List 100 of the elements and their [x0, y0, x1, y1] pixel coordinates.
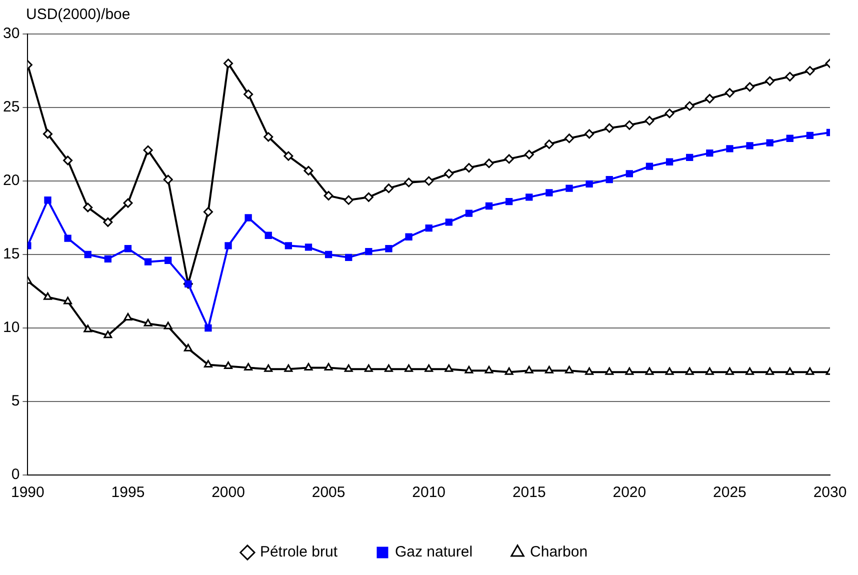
point	[766, 367, 774, 375]
point	[646, 162, 654, 170]
point	[284, 151, 294, 161]
point	[444, 364, 454, 372]
point	[304, 166, 314, 176]
point	[665, 367, 674, 375]
point	[324, 362, 333, 370]
point	[144, 258, 152, 266]
point	[124, 245, 132, 252]
point	[44, 292, 52, 300]
point	[204, 360, 212, 368]
point	[264, 364, 273, 372]
point	[424, 364, 434, 372]
point	[364, 364, 373, 372]
point	[384, 184, 394, 194]
point	[806, 367, 814, 375]
legend-label: Pétrole brut	[260, 544, 338, 561]
point	[686, 154, 694, 162]
point	[124, 312, 132, 320]
point	[284, 242, 292, 250]
point	[84, 250, 92, 258]
point	[385, 245, 392, 252]
point	[505, 198, 513, 206]
x-tick-label: 2020	[612, 484, 646, 502]
y-tick-label: 15	[2, 246, 20, 263]
point	[485, 202, 493, 210]
point	[706, 149, 714, 157]
point	[726, 145, 734, 152]
point	[244, 214, 252, 222]
point	[526, 194, 533, 201]
point	[224, 361, 232, 369]
legend-label: Charbon	[530, 544, 588, 561]
point	[344, 195, 354, 205]
point	[604, 123, 614, 133]
point	[625, 367, 634, 375]
point	[626, 170, 633, 178]
point	[264, 132, 274, 142]
point	[524, 366, 534, 374]
point	[284, 364, 293, 372]
point	[524, 150, 534, 160]
point	[42, 129, 52, 139]
point	[345, 254, 352, 262]
point	[224, 242, 232, 250]
point	[384, 364, 393, 372]
x-tick-label: 2000	[212, 484, 245, 502]
point	[484, 366, 494, 374]
point	[344, 364, 353, 372]
point	[705, 367, 714, 375]
legend-label: Gaz naturel	[394, 544, 473, 561]
point	[725, 367, 734, 375]
x-tick-label: 2015	[512, 484, 546, 502]
point	[164, 256, 172, 264]
point	[546, 189, 553, 196]
point	[704, 94, 714, 104]
point	[605, 367, 614, 375]
x-tick-label: 1995	[111, 484, 145, 502]
point	[806, 132, 814, 140]
point	[484, 158, 494, 168]
point	[405, 233, 412, 240]
point	[364, 192, 374, 202]
point	[64, 234, 72, 242]
point	[765, 76, 775, 86]
point	[324, 190, 334, 200]
y-tick-label: 25	[2, 98, 20, 116]
point	[666, 158, 674, 166]
point	[163, 174, 173, 184]
point	[143, 145, 153, 155]
point	[684, 101, 694, 111]
point	[425, 224, 432, 232]
point	[785, 72, 795, 82]
y-tick-label: 30	[2, 25, 20, 42]
point	[304, 362, 313, 370]
x-tick-label: 1990	[10, 484, 44, 502]
point	[184, 344, 192, 352]
point	[424, 176, 434, 186]
point	[724, 88, 734, 98]
point	[766, 139, 774, 146]
point	[504, 154, 514, 164]
point	[786, 134, 794, 142]
point	[566, 184, 573, 192]
point	[464, 163, 474, 173]
point	[624, 120, 634, 130]
y-axis-title: USD(2000)/boe	[26, 6, 130, 23]
point	[44, 196, 52, 204]
point	[584, 129, 594, 139]
point	[404, 364, 413, 372]
point	[444, 168, 454, 178]
point	[104, 255, 112, 262]
point	[564, 134, 574, 144]
y-tick-label: 20	[2, 172, 20, 190]
point	[203, 207, 213, 217]
point	[324, 250, 332, 258]
point	[746, 142, 754, 150]
point	[84, 324, 92, 332]
point	[264, 232, 272, 239]
point	[164, 322, 172, 330]
point	[244, 362, 253, 370]
x-tick-label: 2030	[813, 484, 847, 502]
point	[144, 318, 152, 326]
point	[244, 90, 254, 100]
